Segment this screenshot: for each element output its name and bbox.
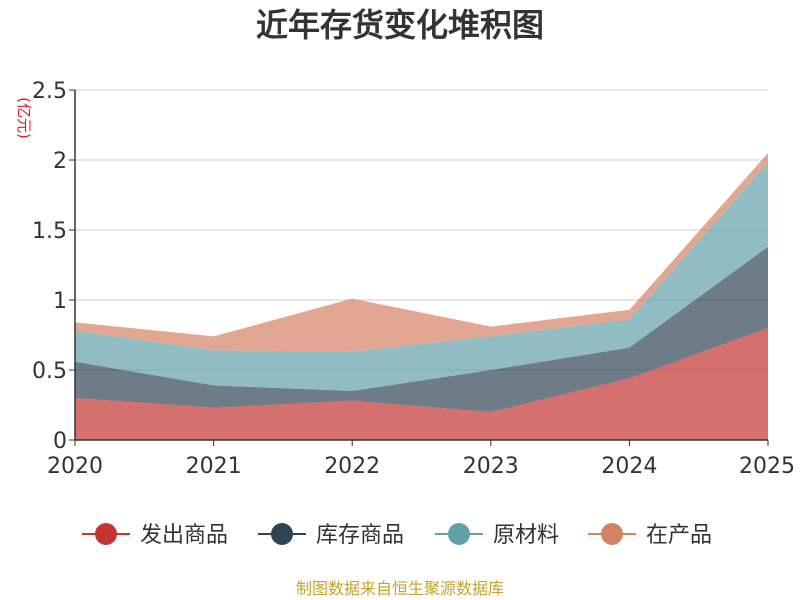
legend-item-1[interactable]: 发出商品 (82, 523, 228, 548)
legend-marker (95, 523, 117, 545)
y-tick-label: 2.5 (32, 79, 67, 104)
y-tick-label: 2 (53, 149, 67, 174)
legend-item-4[interactable]: 在产品 (588, 523, 712, 548)
y-tick-label: 1 (53, 289, 67, 314)
area-series-4[interactable] (75, 153, 768, 352)
legend-marker (271, 523, 293, 545)
legend-label: 在产品 (646, 523, 712, 548)
legend-label: 发出商品 (140, 523, 228, 548)
data-source-note: 制图数据来自恒生聚源数据库 (296, 579, 504, 598)
legend-item-2[interactable]: 库存商品 (258, 523, 404, 548)
legend-marker (601, 523, 623, 545)
x-tick-label: 2020 (47, 454, 103, 479)
x-tick-label: 2022 (324, 454, 380, 479)
y-axis-unit: (亿元) (15, 97, 33, 139)
y-tick-label: 0 (53, 429, 67, 454)
x-tick-label: 2024 (601, 454, 657, 479)
area-series (75, 153, 768, 440)
x-tick-label: 2023 (463, 454, 519, 479)
area-series-3[interactable] (75, 162, 768, 391)
legend-item-3[interactable]: 原材料 (435, 523, 559, 548)
y-tick-label: 1.5 (32, 219, 67, 244)
y-tick-label: 0.5 (32, 359, 67, 384)
legend-label: 原材料 (493, 523, 559, 548)
area-series-1[interactable] (75, 328, 768, 440)
area-series-2[interactable] (75, 246, 768, 412)
x-tick-label: 2025 (739, 454, 795, 479)
x-tick-label: 2021 (186, 454, 242, 479)
legend[interactable]: 发出商品 库存商品 原材料 在产品 (82, 523, 712, 548)
legend-label: 库存商品 (316, 523, 404, 548)
chart-title: 近年存货变化堆积图 (256, 6, 544, 44)
legend-marker (448, 523, 470, 545)
axes: 0 0.5 1 1.5 2 2.5 2020 2021 2022 2023 2024 2025 (32, 79, 795, 479)
